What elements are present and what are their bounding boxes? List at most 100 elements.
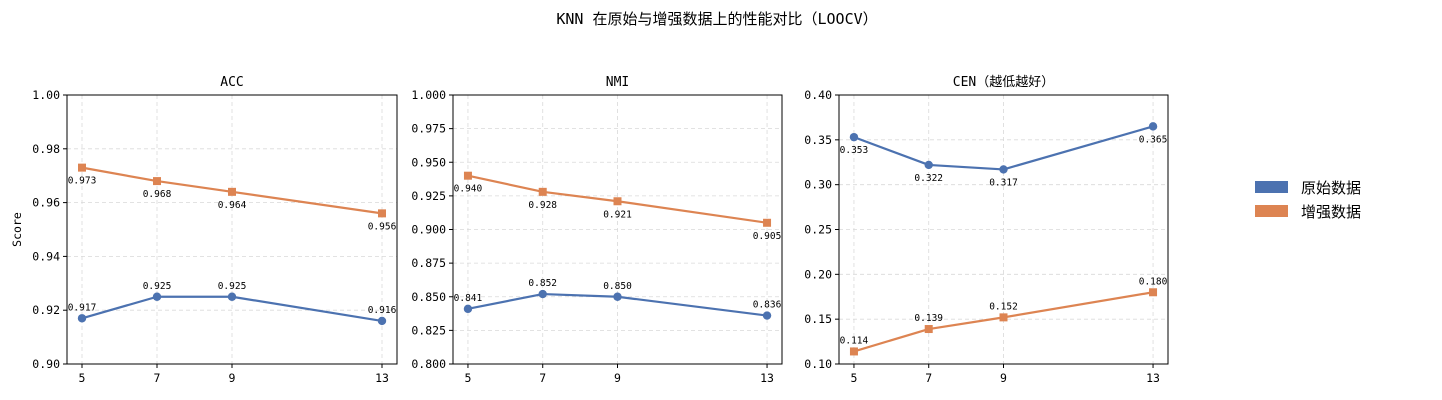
data-point: [539, 188, 547, 196]
data-label: 0.925: [218, 281, 247, 292]
data-point: [378, 317, 386, 325]
y-tick-label: 0.94: [32, 249, 60, 263]
data-label: 0.850: [603, 281, 632, 292]
y-tick-label: 0.925: [411, 189, 446, 203]
data-point: [464, 172, 472, 180]
chart-panels: 0.90 0.92 0.94 0.96 0.98 1.00 5 7 9 13 ACC Score 0.9…: [10, 75, 1168, 385]
data-label: 0.852: [528, 278, 557, 289]
chart-panel-2: 0.800 0.825 0.850 0.875 0.900 0.925 0.950 0.975…: [411, 75, 782, 385]
y-tick-label: 0.975: [411, 122, 446, 136]
data-point: [925, 161, 933, 169]
data-point: [850, 347, 858, 355]
y-tick-label: 0.875: [411, 256, 446, 270]
legend-label: 增强数据: [1301, 203, 1361, 221]
data-label: 0.956: [368, 221, 397, 232]
x-tick-label: 5: [79, 371, 86, 385]
data-label: 0.925: [143, 281, 172, 292]
data-label: 0.353: [840, 145, 869, 156]
chart-panel-1: 0.90 0.92 0.94 0.96 0.98 1.00 5 7 9 13 ACC Score 0.9…: [10, 75, 397, 385]
data-label: 0.139: [914, 313, 943, 324]
y-tick-label: 1.00: [32, 88, 60, 102]
data-label: 0.973: [68, 176, 97, 187]
data-label: 0.968: [143, 189, 172, 200]
panel-title: NMI: [606, 75, 629, 90]
y-tick-label: 0.25: [804, 223, 832, 237]
y-axis-label: Score: [10, 212, 24, 247]
data-point: [1149, 288, 1157, 296]
data-point: [228, 293, 236, 301]
y-tick-label: 0.950: [411, 155, 446, 169]
figure-title: KNN 在原始与增强数据上的性能对比（LOOCV）: [556, 10, 877, 28]
data-label: 0.921: [603, 209, 632, 220]
data-point: [1149, 122, 1157, 130]
x-tick-label: 7: [925, 371, 932, 385]
data-point: [763, 219, 771, 227]
y-tick-label: 0.10: [804, 357, 832, 371]
data-point: [464, 305, 472, 313]
x-tick-label: 13: [375, 371, 389, 385]
chart-panel-3: 0.10 0.15 0.20 0.25 0.30 0.35 0.40 5 7 9 13 CEN（越低越…: [804, 75, 1168, 385]
data-label: 0.180: [1139, 276, 1168, 287]
data-label: 0.836: [753, 300, 782, 311]
series-original: 0.917 0.925 0.925 0.916: [68, 281, 397, 325]
y-tick-label: 0.900: [411, 223, 446, 237]
legend-label: 原始数据: [1301, 179, 1361, 197]
data-point: [925, 325, 933, 333]
y-tick-label: 0.92: [32, 303, 60, 317]
data-label: 0.152: [989, 301, 1018, 312]
y-tick-label: 0.825: [411, 323, 446, 337]
data-point: [153, 177, 161, 185]
data-point: [228, 188, 236, 196]
data-point: [78, 314, 86, 322]
data-point: [153, 293, 161, 301]
y-tick-label: 0.850: [411, 290, 446, 304]
data-label: 0.916: [368, 305, 397, 316]
y-tick-label: 0.90: [32, 357, 60, 371]
x-tick-label: 9: [1000, 371, 1007, 385]
x-tick-label: 13: [760, 371, 774, 385]
data-label: 0.841: [454, 293, 483, 304]
y-tick-label: 0.35: [804, 133, 832, 147]
panel-title: CEN（越低越好）: [953, 75, 1054, 90]
x-tick-label: 9: [614, 371, 621, 385]
x-tick-label: 9: [229, 371, 236, 385]
data-label: 0.964: [218, 200, 247, 211]
data-point: [614, 197, 622, 205]
data-point: [999, 165, 1007, 173]
y-tick-label: 0.98: [32, 142, 60, 156]
y-tick-label: 0.40: [804, 88, 832, 102]
y-tick-label: 0.800: [411, 357, 446, 371]
data-point: [763, 311, 771, 319]
x-tick-label: 5: [850, 371, 857, 385]
data-label: 0.317: [989, 177, 1018, 188]
data-point: [1000, 313, 1008, 321]
panel-title: ACC: [220, 75, 243, 90]
x-tick-label: 7: [154, 371, 161, 385]
legend-swatch: [1255, 181, 1288, 193]
data-label: 0.940: [454, 184, 483, 195]
legend-item-original: 原始数据: [1255, 179, 1361, 197]
data-point: [613, 293, 621, 301]
data-label: 0.114: [840, 335, 869, 346]
legend-swatch: [1255, 205, 1288, 217]
data-label: 0.365: [1139, 134, 1168, 145]
data-label: 0.905: [753, 231, 782, 242]
data-point: [378, 209, 386, 217]
y-tick-label: 0.15: [804, 312, 832, 326]
data-label: 0.917: [68, 302, 97, 313]
y-tick-label: 0.20: [804, 267, 832, 281]
data-point: [850, 133, 858, 141]
x-tick-label: 7: [539, 371, 546, 385]
y-tick-label: 0.30: [804, 178, 832, 192]
y-tick-label: 0.96: [32, 196, 60, 210]
data-point: [78, 164, 86, 172]
legend-item-augmented: 增强数据: [1255, 203, 1361, 221]
x-tick-label: 5: [464, 371, 471, 385]
data-label: 0.928: [528, 200, 557, 211]
data-label: 0.322: [914, 173, 943, 184]
data-point: [539, 290, 547, 298]
y-tick-label: 1.000: [411, 88, 446, 102]
x-tick-label: 13: [1146, 371, 1160, 385]
